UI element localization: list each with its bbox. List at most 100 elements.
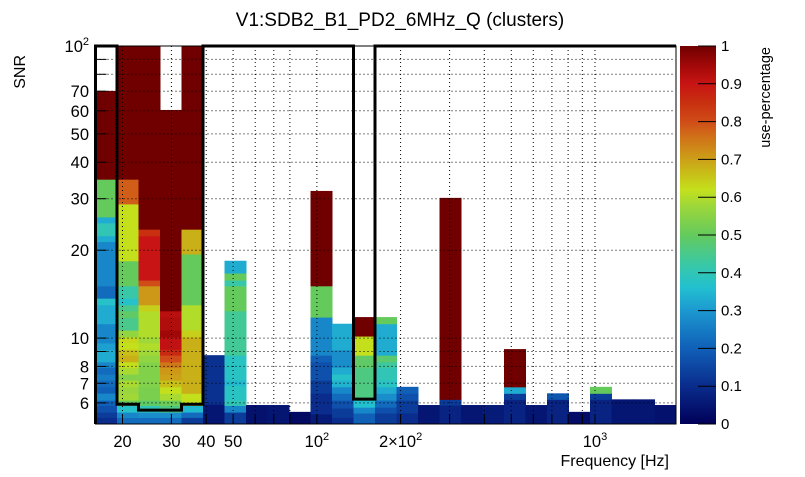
heatmap-cell [95,361,118,368]
colorbar-tick-label: 0.7 [721,151,742,168]
heatmap-column [375,317,397,425]
heatmap-column [117,46,139,425]
heatmap-cell [138,412,161,418]
x-tick-label-text: 20 [113,433,131,451]
heatmap-column [633,399,655,425]
heatmap-cell [267,405,290,425]
heatmap-cell [181,304,204,331]
heatmap-cell [547,399,569,425]
heatmap-column [504,349,526,425]
heatmap-cell [160,336,182,350]
heatmap-cell [375,413,397,425]
heatmap-cell [95,304,118,325]
x-tick-label-exponent: 2 [416,431,422,443]
x-tick-label-text: 10 [583,433,601,451]
heatmap-cell [181,405,204,413]
y-tick-label: 102 [65,36,89,56]
heatmap-cell [181,417,204,425]
heatmap-cell [138,304,161,312]
heatmap-cell [160,361,182,368]
heatmap-cell [203,404,225,425]
heatmap-cell [332,408,354,418]
heatmap-cell [224,405,247,413]
heatmap-cell [418,405,440,425]
heatmap-cell [117,361,139,368]
axis-ticks [95,58,596,424]
y-tick-label-text: 50 [71,126,89,144]
x-tick-label-text: 30 [162,433,180,451]
colorbar-tick-label: 0.8 [721,114,742,131]
heatmap-column [289,411,311,425]
heatmap-cell [375,367,397,381]
heatmap-cell [633,399,655,425]
heatmap-column [267,405,290,425]
heatmap-column [181,46,204,425]
heatmap-cell [310,317,333,356]
heatmap-cell [375,323,397,356]
heatmap-cell [611,399,634,425]
heatmap-cell [95,405,118,413]
heatmap-cell [95,235,118,243]
heatmap-cell [224,280,247,287]
y-tick-label: 30 [71,191,89,209]
heatmap-cell [353,317,376,337]
colorbar-tick-label: 0.5 [721,227,742,244]
heatmap-cell [332,386,354,394]
heatmap-cell [375,400,397,408]
heatmap-cell [310,361,333,381]
x-tick-label: 2×102 [379,431,422,451]
heatmap-column [310,190,333,425]
heatmap-cell [95,349,118,363]
colorbar-ticks: 0 0.1 0.2 0.3 0.4 0.5 0.6 0.7 0.8 0.9 1 [698,38,742,433]
heatmap-cell [138,229,161,237]
x-tick-label: 30 [162,433,180,451]
heatmap-cell [246,405,268,425]
heatmap-cell [310,285,333,318]
heatmap-cell [439,197,462,400]
heatmap-column [439,197,462,425]
x-tick-labels: 20 30 40 50 102 2×102 103 [113,431,607,451]
heatmap-cell [224,273,247,281]
heatmap-cell [138,46,161,230]
x-tick-label-text: 40 [197,433,215,451]
heatmap-cell [117,317,139,331]
x-tick-label: 20 [113,433,131,451]
heatmap-cell [117,330,139,338]
y-tick-label: 6 [80,395,89,413]
heatmap-cell [138,310,161,338]
heatmap-cell [375,355,397,363]
heatmap-cell [117,46,139,180]
heatmap-cell [117,342,139,350]
heatmap-cell [224,412,247,425]
x-tick-label-exponent: 3 [601,431,607,443]
heatmap-cell [568,411,591,425]
heatmap-cell [482,405,505,425]
heatmap-cell [224,285,247,312]
heatmap-cell [117,393,139,401]
heatmap-cell [310,413,333,425]
heatmap-cell [138,349,161,356]
heatmap-cell [95,417,118,425]
heatmap-cell [95,386,118,394]
heatmap-cell [181,254,204,306]
heatmap-column [396,386,419,425]
colorbar-tick-label: 0.1 [721,378,742,395]
heatmap-column [461,405,483,425]
colorbar-tick-label: 0.9 [721,76,742,93]
y-tick-label-text: 10 [71,330,89,348]
heatmap-cell [117,367,139,375]
heatmap-cell [117,285,139,299]
heatmap-column [160,109,182,425]
heatmap-cell [138,285,161,306]
y-tick-label-text: 6 [80,395,89,413]
heatmap-cell [117,417,139,425]
chart-title: V1:SDB2_B1_PD2_6MHz_Q (clusters) [236,10,564,31]
heatmap-cell [117,298,139,306]
heatmap-column [568,411,591,425]
y-tick-label-text: 40 [71,154,89,172]
heatmap-column [590,386,612,425]
heatmap-column [482,405,505,425]
heatmap-cell [117,310,139,319]
heatmap-cell [224,355,247,381]
